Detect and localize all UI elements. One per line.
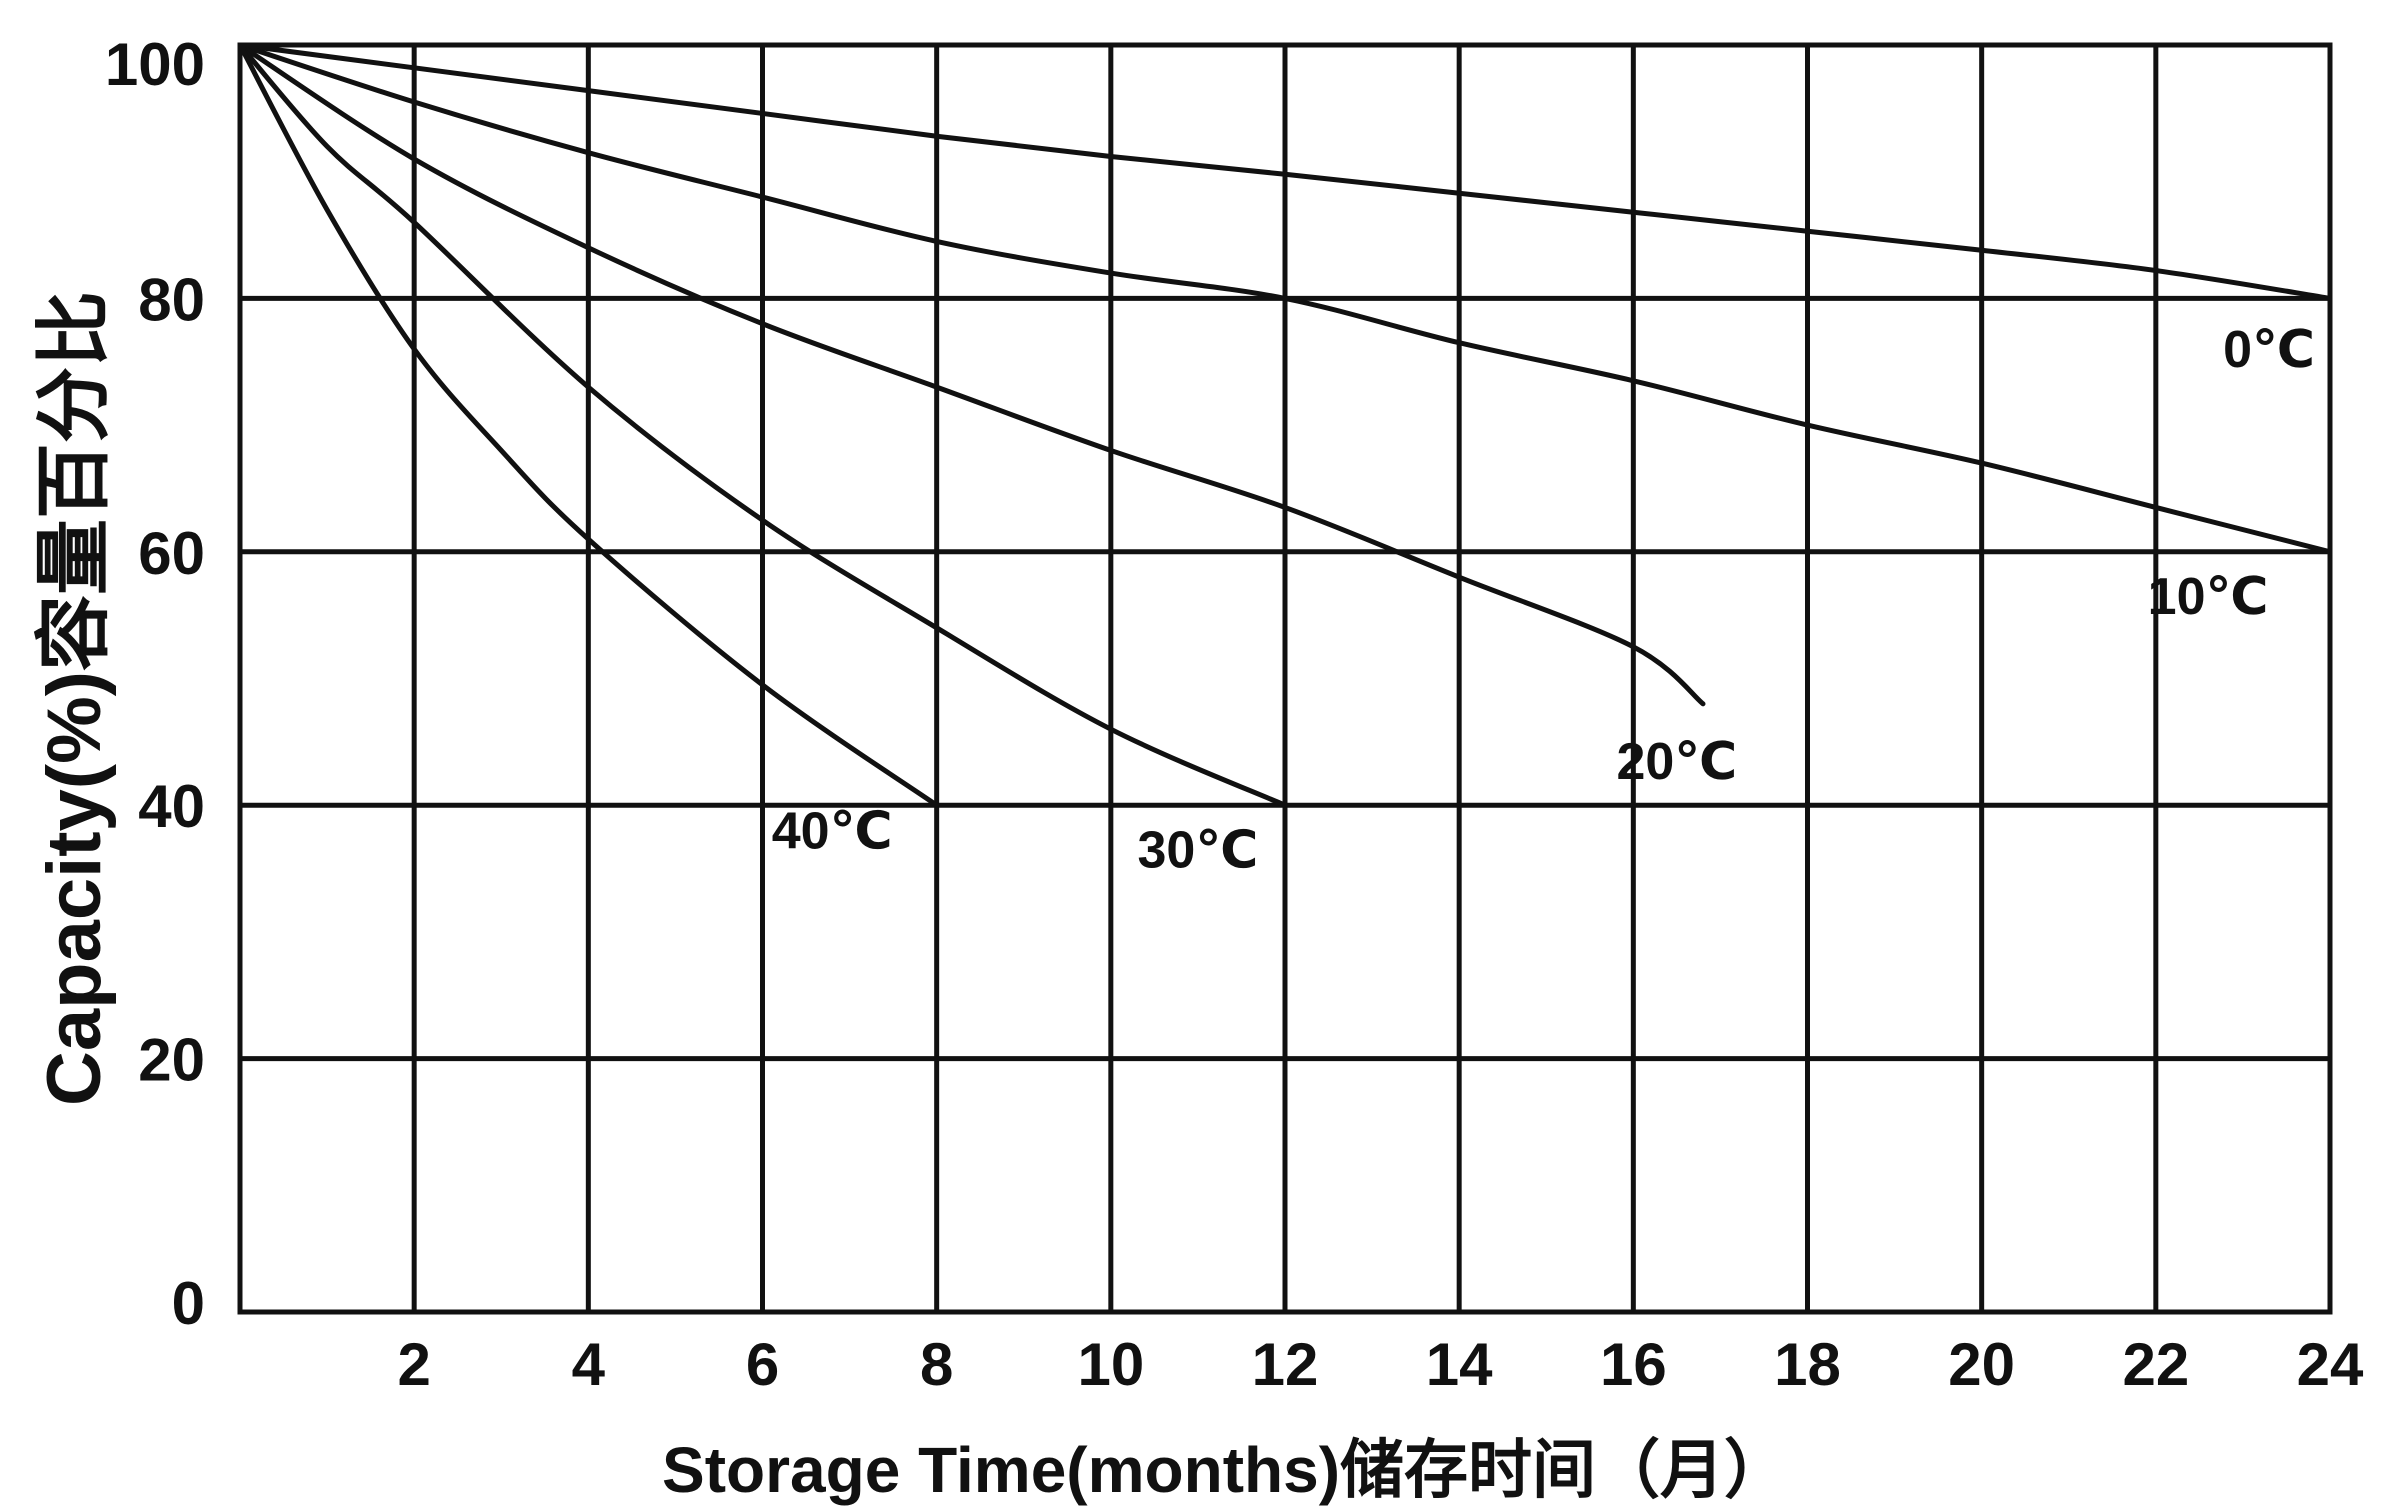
x-tick-label-16: 16	[1600, 1331, 1667, 1398]
y-tick-label-40: 40	[138, 773, 205, 840]
series-line-0	[237, 42, 2333, 301]
plot-frame	[237, 42, 2333, 1315]
x-tick-label-12: 12	[1252, 1331, 1319, 1398]
series-line-4	[237, 42, 940, 808]
x-tick-label-22: 22	[2122, 1331, 2189, 1398]
y-tick-label-80: 80	[138, 266, 205, 333]
x-tick-label-24: 24	[2297, 1331, 2364, 1398]
series-label-0: 0℃	[2223, 321, 2315, 379]
series-label-1: 10℃	[2148, 568, 2269, 626]
series-line-3	[237, 42, 1288, 808]
series-labels: 0℃ 10℃ 20℃ 30℃ 40℃	[772, 321, 2315, 879]
series-line-2	[237, 42, 1706, 707]
x-tick-label-2: 2	[397, 1331, 430, 1398]
x-tick-label-8: 8	[920, 1331, 953, 1398]
x-tick-label-4: 4	[572, 1331, 606, 1398]
y-tick-label-0: 0	[172, 1270, 205, 1337]
x-tick-label-20: 20	[1948, 1331, 2015, 1398]
series-label-3: 30℃	[1138, 822, 1259, 880]
series-label-2: 20℃	[1616, 733, 1737, 791]
series-lines	[237, 42, 2333, 808]
x-tick-labels: 2 4 6 8 10 12 14 16 18 20 22 24	[397, 1331, 2364, 1398]
y-tick-labels: 0 20 40 60 80 100	[105, 31, 205, 1337]
y-tick-label-100: 100	[105, 31, 205, 98]
x-tick-label-10: 10	[1077, 1331, 1144, 1398]
x-tick-label-18: 18	[1774, 1331, 1841, 1398]
x-axis-title: Storage Time(months)储存时间（月）	[662, 1434, 1788, 1506]
y-axis-title: Capacity(%)容量百分比	[32, 291, 117, 1106]
x-tick-label-14: 14	[1426, 1331, 1493, 1398]
grid	[240, 42, 2333, 1315]
y-tick-label-60: 60	[138, 520, 205, 587]
series-label-4: 40℃	[772, 803, 893, 861]
x-tick-label-6: 6	[746, 1331, 779, 1398]
y-tick-label-20: 20	[138, 1027, 205, 1094]
series-line-1	[237, 42, 2333, 555]
